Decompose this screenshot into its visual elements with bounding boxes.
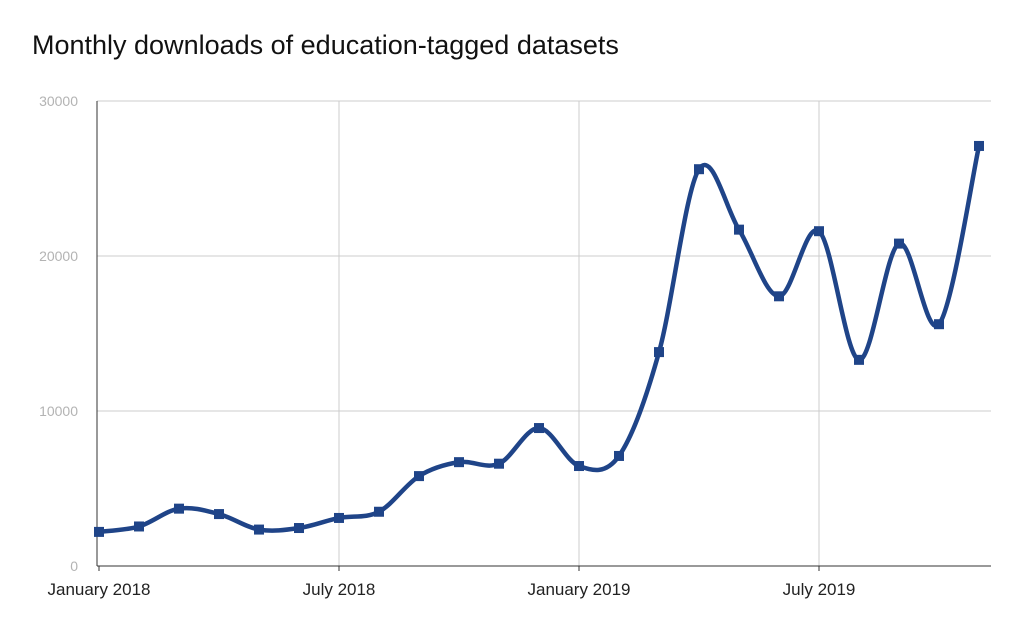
data-point-2018-05 [254, 524, 264, 535]
data-point-2018-04 [214, 509, 224, 520]
data-point-2019-01 [574, 461, 584, 472]
y-tick-label: 10000 [39, 403, 78, 419]
data-point-2019-03 [654, 347, 664, 358]
data-point-2018-06 [294, 523, 304, 534]
series-line [96, 143, 982, 535]
data-point-2019-05 [734, 224, 744, 235]
data-point-2018-12 [534, 423, 544, 434]
y-tick-label: 0 [70, 558, 78, 574]
data-point-2018-01 [94, 526, 104, 537]
chart-title: Monthly downloads of education-tagged da… [32, 30, 619, 60]
data-point-2018-07 [334, 512, 344, 523]
data-point-2019-09 [894, 238, 904, 249]
y-tick-labels: 0 10000 20000 30000 [39, 93, 78, 574]
data-point-2019-02 [614, 450, 624, 461]
data-point-2018-02 [134, 521, 144, 532]
x-tick-labels: January 2018 July 2018 January 2019 July 20… [47, 580, 855, 599]
grid-lines [97, 100, 991, 566]
series-downloads [96, 143, 982, 535]
data-point-2018-03 [174, 503, 184, 514]
data-point-2018-08 [374, 506, 384, 517]
x-tick-label: January 2019 [527, 580, 630, 599]
data-point-2019-07 [814, 226, 824, 237]
x-tick-label: July 2019 [783, 580, 856, 599]
data-point-2019-11 [974, 140, 984, 151]
data-point-2019-08 [854, 354, 864, 365]
y-tick-label: 20000 [39, 248, 78, 264]
x-tick-label: January 2018 [47, 580, 150, 599]
data-point-2019-04 [694, 164, 704, 175]
y-tick-label: 30000 [39, 93, 78, 109]
data-point-2019-06 [774, 291, 784, 302]
data-point-2019-10 [934, 319, 944, 330]
data-point-2018-09 [414, 471, 424, 482]
data-markers [94, 140, 984, 537]
axes [96, 101, 991, 571]
data-point-2018-10 [454, 457, 464, 468]
data-point-2018-11 [494, 458, 504, 469]
x-tick-label: July 2018 [303, 580, 376, 599]
